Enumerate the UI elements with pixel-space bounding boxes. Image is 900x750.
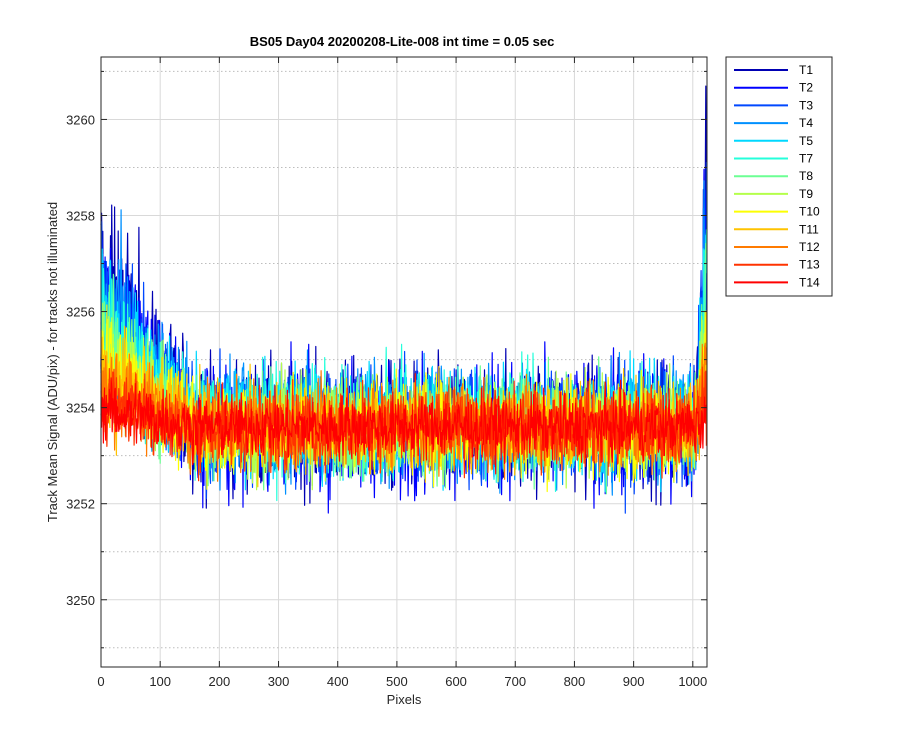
series-layer [100, 85, 707, 514]
legend-label-t8: T8 [799, 169, 813, 183]
legend-label-t12: T12 [799, 240, 820, 254]
legend-label-t9: T9 [799, 187, 813, 201]
x-axis-label: Pixels [387, 692, 422, 707]
legend-label-t5: T5 [799, 134, 813, 148]
legend-label-t4: T4 [799, 116, 813, 130]
legend-label-t7: T7 [799, 152, 813, 166]
x-tick-label: 900 [623, 674, 645, 689]
series-line-t14 [100, 377, 707, 475]
x-tick-label: 500 [386, 674, 408, 689]
legend-label-t2: T2 [799, 81, 813, 95]
axes: 0 100 200 300 400 500 600 700 800 900 1000 3250 3252… [66, 56, 708, 689]
x-tick-label: 100 [149, 674, 171, 689]
y-tick-label: 3258 [66, 209, 95, 224]
legend-label-t1: T1 [799, 63, 813, 77]
legend-label-t14: T14 [799, 275, 820, 289]
y-tick-label: 3260 [66, 112, 95, 127]
plot-frame [100, 56, 708, 668]
x-tick-label: 800 [564, 674, 586, 689]
legend-label-t11: T11 [799, 222, 819, 236]
y-tick-label: 3254 [66, 401, 95, 416]
ticks: 0 100 200 300 400 500 600 700 800 900 1000 3250 3252… [66, 57, 707, 689]
x-tick-label: 1000 [678, 674, 707, 689]
y-tick-label: 3250 [66, 593, 95, 608]
x-tick-label: 600 [445, 674, 467, 689]
x-tick-label: 200 [209, 674, 231, 689]
x-tick-label: 400 [327, 674, 349, 689]
legend-label-t13: T13 [799, 258, 820, 272]
x-tick-label: 300 [268, 674, 290, 689]
chart-title: BS05 Day04 20200208-Lite-008 int time = … [250, 34, 555, 49]
y-axis-label: Track Mean Signal (ADU/pix) - for tracks… [45, 202, 60, 522]
x-tick-label: 700 [504, 674, 526, 689]
legend: T1 T2 T3 T4 T5 T7 T8 T9 T10 T11 T12 T13 T14 [725, 56, 833, 297]
y-tick-label: 3252 [66, 497, 95, 512]
x-tick-label: 0 [97, 674, 104, 689]
legend-label-t3: T3 [799, 98, 813, 112]
legend-label-t10: T10 [799, 205, 820, 219]
y-tick-label: 3256 [66, 305, 95, 320]
